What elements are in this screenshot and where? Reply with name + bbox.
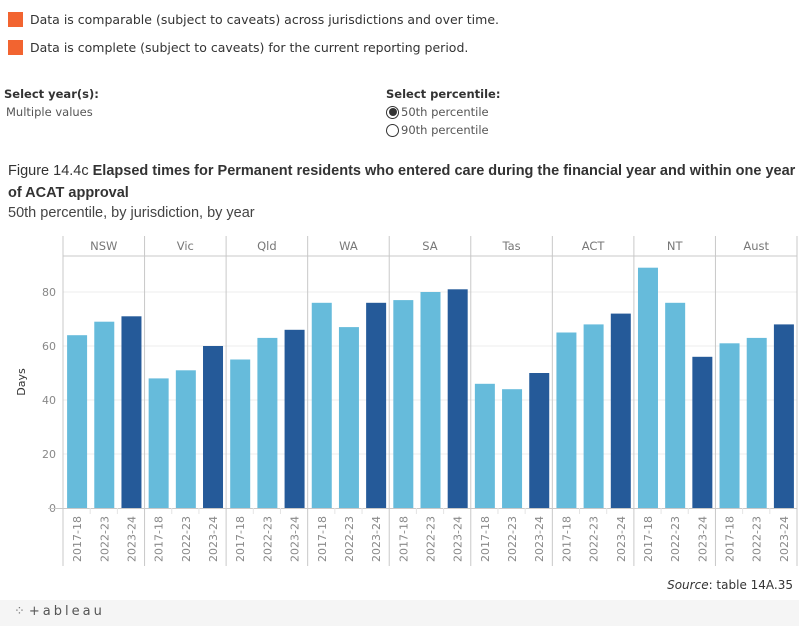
x-tick-label: 2023-24 xyxy=(452,516,465,562)
x-tick-label: 2017-18 xyxy=(642,516,655,562)
panel-header-tas: Tas xyxy=(501,239,520,253)
year-filter-dropdown[interactable]: Multiple values xyxy=(6,105,93,119)
source-note: Source: table 14A.35 xyxy=(667,578,793,592)
bar-aust-2023-24 xyxy=(773,324,794,508)
x-tick-label: 2017-18 xyxy=(479,516,492,562)
bar-act-2023-24 xyxy=(610,313,631,508)
x-tick-label: 2023-24 xyxy=(125,516,138,562)
orange-square-icon xyxy=(8,40,23,55)
bar-nt-2023-24 xyxy=(692,356,713,508)
x-tick-label: 2017-18 xyxy=(234,516,247,562)
radio-50th-percentile[interactable]: 50th percentile xyxy=(386,105,489,119)
panel-header-wa: WA xyxy=(339,239,358,253)
panel-header-nt: NT xyxy=(667,239,684,253)
y-tick-label: 80 xyxy=(42,286,56,299)
x-tick-label: 2022-23 xyxy=(588,516,601,562)
figure-title-text: Elapsed times for Permanent residents wh… xyxy=(8,163,796,201)
tableau-brand-text: +ableau xyxy=(28,604,105,619)
bar-sa-2023-24 xyxy=(447,289,468,508)
x-tick-label: 2022-23 xyxy=(751,516,764,562)
panel-header-sa: SA xyxy=(422,239,438,253)
x-tick-label: 2023-24 xyxy=(696,516,709,562)
x-tick-label: 2017-18 xyxy=(153,516,166,562)
radio-label: 50th percentile xyxy=(401,105,489,119)
x-tick-label: 2023-24 xyxy=(207,516,220,562)
bar-nsw-2022-23 xyxy=(94,321,115,508)
bar-qld-2022-23 xyxy=(257,337,278,508)
year-filter-title: Select year(s): xyxy=(4,87,99,101)
bar-vic-2017-18 xyxy=(148,378,169,508)
bar-nsw-2023-24 xyxy=(121,316,142,508)
legend-label: Data is complete (subject to caveats) fo… xyxy=(30,40,469,55)
source-label: Source xyxy=(667,578,709,592)
figure-title: Figure 14.4c Elapsed times for Permanent… xyxy=(8,160,798,204)
tableau-footer: ⁘ +ableau xyxy=(0,600,799,626)
bar-nt-2017-18 xyxy=(637,267,658,508)
tableau-logo[interactable]: ⁘ +ableau xyxy=(14,604,105,619)
x-tick-label: 2022-23 xyxy=(425,516,438,562)
x-tick-label: 2022-23 xyxy=(506,516,519,562)
x-tick-label: 2022-23 xyxy=(261,516,274,562)
radio-label: 90th percentile xyxy=(401,123,489,137)
orange-square-icon xyxy=(8,12,23,27)
x-tick-label: 2023-24 xyxy=(370,516,383,562)
x-tick-label: 2023-24 xyxy=(778,516,791,562)
y-tick-label: 40 xyxy=(42,394,56,407)
bar-sa-2017-18 xyxy=(393,300,414,508)
bar-act-2017-18 xyxy=(556,332,577,508)
radio-checked-icon[interactable] xyxy=(386,105,399,119)
panel-header-aust: Aust xyxy=(743,239,769,253)
x-tick-label: 2022-23 xyxy=(343,516,356,562)
tableau-logo-icon: ⁘ xyxy=(14,604,25,619)
legend-item-comparable: Data is comparable (subject to caveats) … xyxy=(8,12,499,27)
source-text: : table 14A.35 xyxy=(708,578,793,592)
x-tick-label: 2017-18 xyxy=(560,516,573,562)
bar-nt-2022-23 xyxy=(665,302,686,508)
bar-vic-2022-23 xyxy=(175,370,196,508)
x-tick-label: 2023-24 xyxy=(615,516,628,562)
x-tick-label: 2023-24 xyxy=(289,516,302,562)
x-tick-label: 2022-23 xyxy=(98,516,111,562)
bar-wa-2022-23 xyxy=(338,327,359,508)
bar-wa-2017-18 xyxy=(311,302,332,508)
bar-sa-2022-23 xyxy=(420,292,441,508)
figure-number: Figure 14.4c xyxy=(8,163,89,179)
y-axis-label: Days xyxy=(15,368,28,396)
legend-label: Data is comparable (subject to caveats) … xyxy=(30,12,499,27)
radio-unchecked-icon[interactable] xyxy=(386,123,399,137)
bar-tas-2023-24 xyxy=(529,373,550,508)
x-tick-label: 2017-18 xyxy=(316,516,329,562)
bar-vic-2023-24 xyxy=(203,346,224,508)
figure-subtitle: 50th percentile, by jurisdiction, by yea… xyxy=(8,205,255,221)
panel-header-act: ACT xyxy=(582,239,606,253)
panel-header-vic: Vic xyxy=(177,239,194,253)
bar-aust-2022-23 xyxy=(746,337,767,508)
bar-qld-2023-24 xyxy=(284,329,305,508)
legend-item-complete: Data is complete (subject to caveats) fo… xyxy=(8,40,468,55)
y-tick-label: 60 xyxy=(42,340,56,353)
x-tick-label: 2022-23 xyxy=(180,516,193,562)
radio-90th-percentile[interactable]: 90th percentile xyxy=(386,123,489,137)
percentile-filter-title: Select percentile: xyxy=(386,87,501,101)
panel-header-nsw: NSW xyxy=(90,239,117,253)
bar-aust-2017-18 xyxy=(719,343,740,508)
bar-tas-2017-18 xyxy=(474,383,495,508)
bar-tas-2022-23 xyxy=(502,389,523,508)
x-tick-label: 2017-18 xyxy=(724,516,737,562)
x-tick-label: 2017-18 xyxy=(71,516,84,562)
y-tick-label: 20 xyxy=(42,448,56,461)
x-tick-label: 2017-18 xyxy=(397,516,410,562)
x-tick-label: 2023-24 xyxy=(533,516,546,562)
x-tick-label: 2022-23 xyxy=(669,516,682,562)
bar-qld-2017-18 xyxy=(230,359,251,508)
bar-nsw-2017-18 xyxy=(67,335,88,508)
panel-header-qld: Qld xyxy=(257,239,277,253)
bar-act-2022-23 xyxy=(583,324,604,508)
bar-wa-2023-24 xyxy=(366,302,387,508)
